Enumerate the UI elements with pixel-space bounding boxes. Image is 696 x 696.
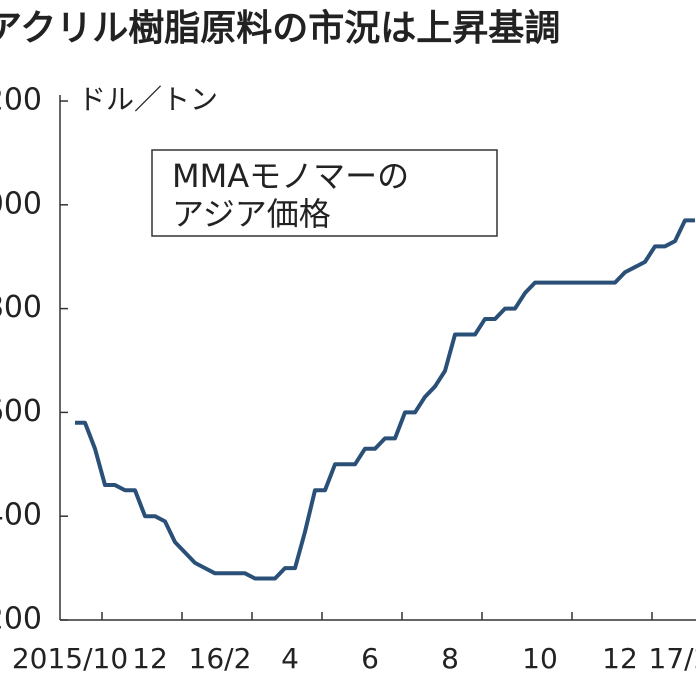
data-line bbox=[75, 218, 695, 581]
annotation-box bbox=[151, 149, 498, 237]
x-tick-label: 8 bbox=[441, 642, 459, 675]
x-tick-label: 16/2 bbox=[189, 642, 252, 675]
annotation-line: アジア価格 bbox=[172, 195, 331, 233]
y-tick-label: 2000 bbox=[0, 186, 42, 221]
y-unit: ドル／トン bbox=[78, 83, 218, 116]
y-tick-label: 1600 bbox=[0, 394, 42, 429]
x-tick-label: 12 bbox=[602, 642, 638, 675]
x-tick-label: 2015/10 bbox=[12, 642, 128, 675]
x-tick-label: 4 bbox=[281, 642, 299, 675]
x-tick-label: 12 bbox=[132, 642, 168, 675]
y-tick-label: 1800 bbox=[0, 290, 42, 325]
chart-title: アクリル樹脂原料の市況は上昇基調 bbox=[0, 8, 560, 49]
y-tick-label: 1200 bbox=[0, 602, 42, 637]
y-tick-label: 1400 bbox=[0, 498, 42, 533]
y-tick-label: 2200 bbox=[0, 83, 42, 118]
x-tick-label: 6 bbox=[361, 642, 379, 675]
x-tick-label: 17/2 bbox=[649, 642, 696, 675]
annotation-line: MMAモノマーの bbox=[172, 157, 409, 195]
x-tick-label: 10 bbox=[522, 642, 558, 675]
